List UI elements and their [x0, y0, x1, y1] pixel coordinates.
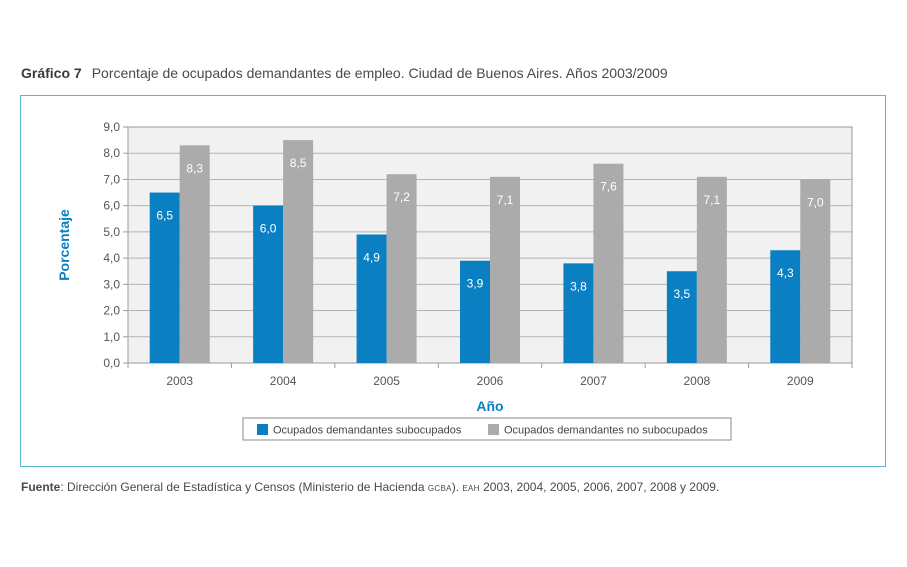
y-tick-label: 5,0	[103, 225, 120, 239]
y-tick-label: 8,0	[103, 146, 120, 160]
legend-label: Ocupados demandantes no subocupados	[504, 425, 708, 437]
data-label: 4,3	[777, 266, 794, 280]
bar-no-subocupados	[490, 176, 520, 363]
chart-number: Gráfico 7	[21, 65, 82, 81]
x-axis-title: Año	[476, 398, 503, 414]
bar-subocupados	[253, 205, 284, 363]
chart-title-text: Porcentaje de ocupados demandantes de em…	[91, 65, 668, 81]
y-tick-label: 6,0	[103, 199, 120, 213]
bar-subocupados	[666, 271, 697, 363]
data-label: 7,0	[807, 195, 824, 209]
chart-title: Gráfico 7 Porcentaje de ocupados demandan…	[21, 65, 668, 81]
data-label: 6,0	[260, 222, 277, 236]
y-tick-label: 7,0	[103, 172, 120, 186]
data-label: 7,1	[497, 193, 514, 207]
source-text-b: ).	[451, 480, 463, 494]
x-tick-label: 2008	[684, 374, 711, 388]
bar-subocupados	[460, 260, 490, 363]
source-sep: :	[60, 480, 68, 494]
y-tick-label: 1,0	[103, 330, 120, 344]
data-label: 8,5	[290, 156, 307, 170]
bar-subocupados	[563, 263, 594, 363]
x-tick-label: 2005	[373, 374, 400, 388]
source-org: GCBA	[427, 484, 452, 493]
source-text-c: 2003, 2004, 2005, 2006, 2007, 2008 y 200…	[479, 480, 720, 494]
legend-label: Ocupados demandantes subocupados	[273, 425, 462, 437]
bar-no-subocupados	[179, 145, 210, 363]
bar-subocupados	[356, 234, 387, 363]
source-label: Fuente	[21, 480, 61, 494]
y-axis-title: Porcentaje	[56, 209, 72, 281]
bar-no-subocupados	[696, 176, 727, 363]
y-tick-label: 9,0	[103, 120, 120, 134]
y-tick-label: 0,0	[103, 356, 120, 370]
source-note: Fuente: Dirección General de Estadística…	[21, 480, 719, 494]
x-tick-label: 2006	[477, 374, 504, 388]
bar-no-subocupados	[386, 174, 417, 363]
data-label: 7,1	[704, 193, 721, 207]
source-text-a: Dirección General de Estadística y Censo…	[67, 480, 428, 494]
bar-no-subocupados	[283, 140, 314, 363]
legend-box	[242, 417, 732, 441]
legend-swatch	[488, 424, 499, 435]
bar-subocupados	[770, 250, 801, 363]
x-tick-label: 2007	[580, 374, 607, 388]
data-label: 8,3	[186, 161, 203, 175]
data-label: 7,2	[393, 190, 410, 204]
data-label: 3,9	[467, 277, 484, 291]
data-label: 7,6	[600, 180, 617, 194]
chart-frame	[20, 95, 886, 467]
legend-swatch	[257, 424, 268, 435]
data-label: 4,9	[363, 251, 380, 265]
source-survey: EAH	[462, 484, 480, 493]
x-tick-label: 2003	[166, 374, 193, 388]
bar-no-subocupados	[593, 163, 624, 363]
y-tick-label: 2,0	[103, 304, 120, 318]
bar-subocupados	[149, 192, 180, 363]
x-tick-label: 2009	[787, 374, 814, 388]
bar-no-subocupados	[800, 179, 831, 363]
data-label: 3,8	[570, 279, 587, 293]
data-label: 3,5	[674, 287, 691, 301]
y-tick-label: 4,0	[103, 251, 120, 265]
y-tick-label: 3,0	[103, 277, 120, 291]
x-tick-label: 2004	[270, 374, 297, 388]
data-label: 6,5	[156, 209, 173, 223]
